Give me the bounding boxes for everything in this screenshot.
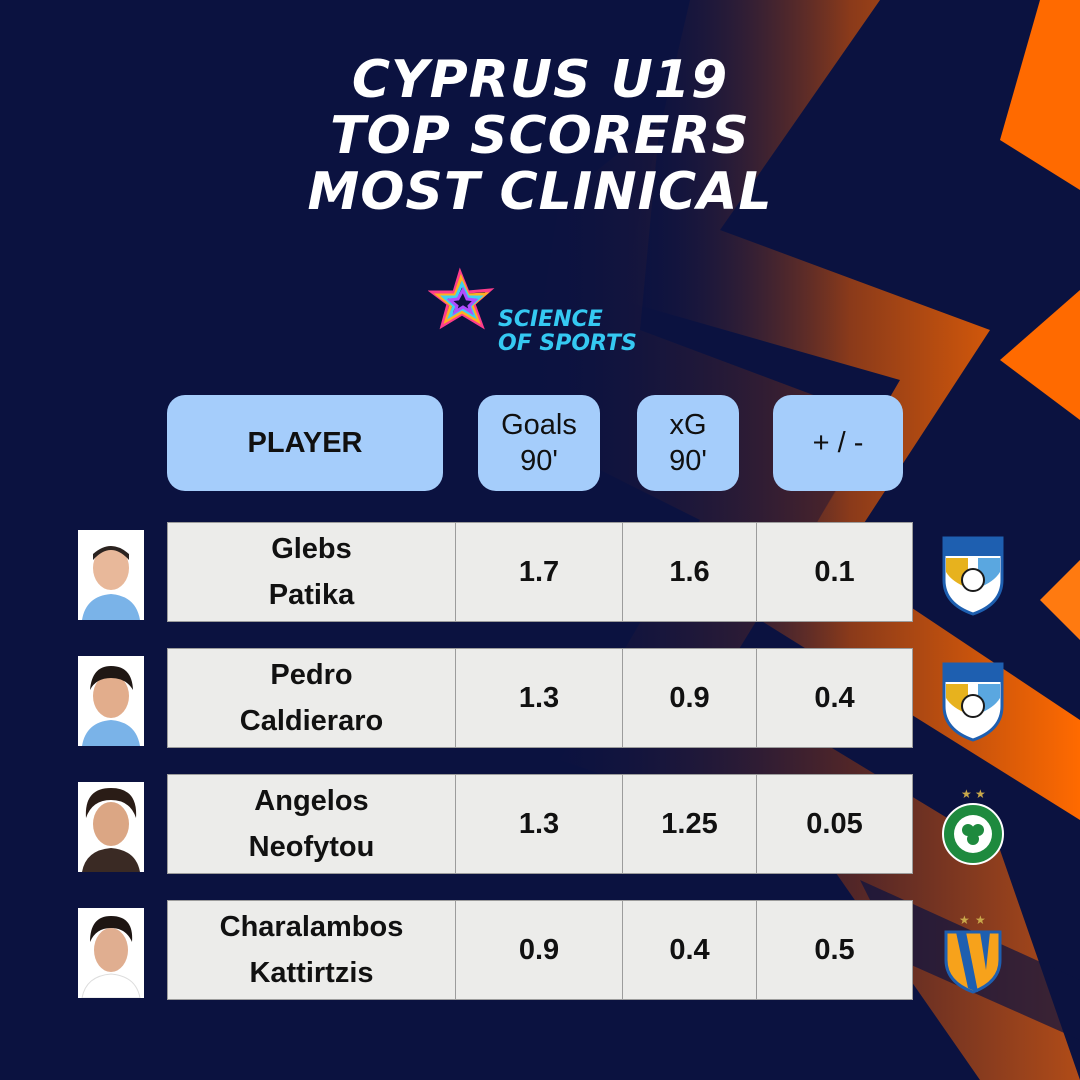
goals-cell: 1.7 (455, 522, 623, 622)
omonoia-badge-icon: ★ ★ (942, 787, 1004, 865)
table-row: Glebs Patika 1.7 1.6 0.1 (0, 522, 1080, 624)
title-line: MOST CLINICAL (307, 162, 773, 222)
xg-cell: 0.9 (622, 648, 757, 748)
diff-cell: 0.5 (756, 900, 913, 1000)
player-last-name: Patika (268, 579, 355, 611)
table-row: Pedro Caldieraro 1.3 0.9 0.4 (0, 648, 1080, 750)
player-photo-icon (78, 908, 144, 998)
player-photo-icon (78, 656, 144, 746)
svg-text:★: ★ (959, 913, 970, 927)
diff-cell: 0.05 (756, 774, 913, 874)
player-last-name: Caldieraro (239, 705, 384, 737)
pafos-badge-icon (942, 536, 1004, 616)
table-row: Charalambos Kattirtzis 0.9 0.4 0.5 ★ ★ (0, 900, 1080, 1002)
player-first-name: Charalambos (219, 911, 404, 943)
title-line: CYPRUS U19 (351, 50, 729, 110)
science-of-sports-logo: SCIENCE OF SPORTS (428, 266, 658, 366)
player-name-cell: Angelos Neofytou (167, 774, 456, 874)
goals-cell: 1.3 (455, 774, 623, 874)
star-logo-icon (428, 267, 495, 330)
player-name-cell: Glebs Patika (167, 522, 456, 622)
page-title: CYPRUS U19 TOP SCORERS MOST CLINICAL (0, 52, 1080, 220)
diff-cell: 0.1 (756, 522, 913, 622)
header-player: PLAYER (167, 395, 443, 491)
player-last-name: Neofytou (248, 831, 375, 863)
logo-line: SCIENCE (498, 307, 603, 332)
pafos-badge-icon (942, 662, 1004, 742)
goals-cell: 1.3 (455, 648, 623, 748)
diff-cell: 0.4 (756, 648, 913, 748)
title-line: TOP SCORERS (330, 106, 750, 166)
header-xg: xG 90' (637, 395, 739, 491)
header-goals: Goals 90' (478, 395, 600, 491)
player-last-name: Kattirtzis (249, 957, 374, 989)
player-first-name: Angelos (254, 785, 369, 817)
logo-line: OF SPORTS (498, 331, 637, 356)
table-row: Angelos Neofytou 1.3 1.25 0.05 ★ ★ (0, 774, 1080, 876)
player-first-name: Glebs (271, 533, 352, 565)
header-diff: + / - (773, 395, 903, 491)
xg-cell: 0.4 (622, 900, 757, 1000)
player-name-cell: Charalambos Kattirtzis (167, 900, 456, 1000)
svg-text:★: ★ (975, 913, 986, 927)
header-diff-label: + / - (812, 427, 864, 459)
player-photo-icon (78, 782, 144, 872)
header-xg-label: xG (669, 409, 707, 441)
header-player-label: PLAYER (247, 427, 363, 459)
player-photo-icon (78, 530, 144, 620)
svg-text:★: ★ (975, 787, 986, 801)
xg-cell: 1.6 (622, 522, 757, 622)
player-first-name: Pedro (270, 659, 353, 691)
goals-cell: 0.9 (455, 900, 623, 1000)
player-name-cell: Pedro Caldieraro (167, 648, 456, 748)
header-xg-sub: 90' (669, 445, 707, 477)
header-goals-sub: 90' (520, 445, 558, 477)
xg-cell: 1.25 (622, 774, 757, 874)
apoel-badge-icon: ★ ★ (944, 913, 1002, 994)
header-goals-label: Goals (501, 409, 577, 441)
svg-text:★: ★ (961, 787, 972, 801)
